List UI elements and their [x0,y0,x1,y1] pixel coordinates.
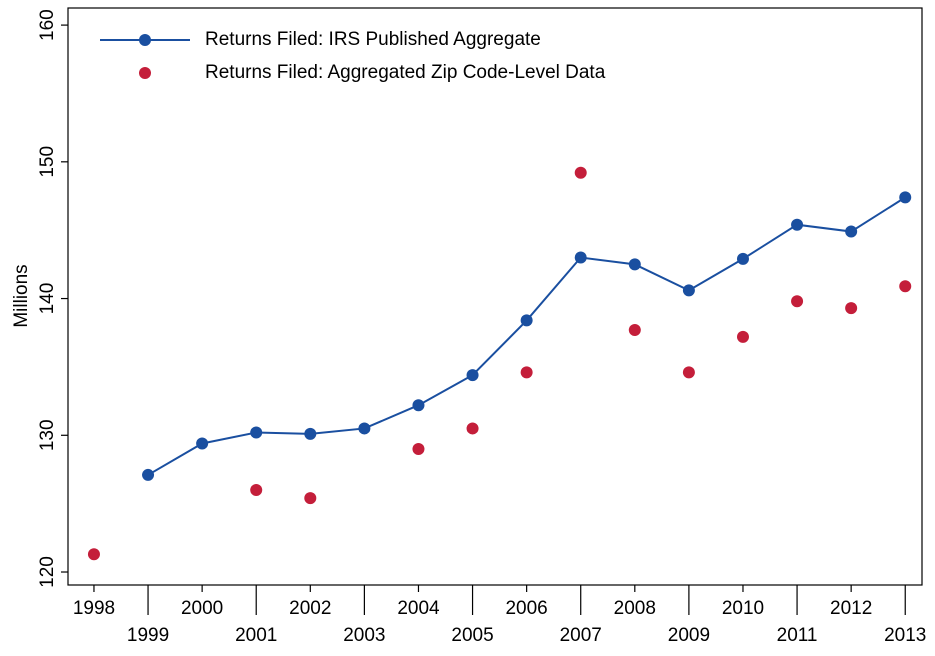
data-point [412,399,425,412]
x-tick-label: 1998 [73,598,115,619]
data-point [142,468,155,481]
data-point [574,166,587,179]
data-point [899,191,912,204]
x-tick-label: 2011 [777,625,818,646]
x-tick-label: 2006 [505,598,547,619]
x-tick-label: 2005 [451,625,493,646]
y-tick-label: 140 [37,283,58,315]
data-point [845,225,858,238]
data-point [250,483,263,496]
y-axis-title: Millions [11,264,32,327]
data-point [736,252,749,265]
legend-label: Returns Filed: IRS Published Aggregate [205,29,541,50]
y-tick-label: 130 [37,419,58,451]
data-point [736,330,749,343]
data-point [358,422,371,435]
data-point [791,218,804,231]
data-point [899,280,912,293]
data-point [304,492,317,505]
x-tick-label: 2003 [343,625,385,646]
y-tick-label: 160 [37,9,58,41]
legend-marker [139,34,151,46]
data-point [250,426,263,439]
x-tick-label: 2002 [289,598,331,619]
x-tick-label: 2001 [235,625,277,646]
x-tick-label: 2013 [884,625,926,646]
data-point [304,427,317,440]
data-point [791,295,804,308]
x-tick-label: 2000 [181,598,223,619]
legend-label: Returns Filed: Aggregated Zip Code-Level… [205,62,606,83]
data-point [682,366,695,379]
x-tick-label: 2007 [560,625,602,646]
x-tick-label: 2009 [668,625,710,646]
data-point [87,548,100,561]
x-tick-label: 2010 [722,598,764,619]
x-tick-label: 2008 [614,598,656,619]
data-point [520,366,533,379]
x-tick-label: 2012 [830,598,872,619]
data-point [845,302,858,315]
legend-marker [139,67,151,79]
y-tick-label: 150 [37,146,58,178]
data-point [466,369,479,382]
y-tick-label: 120 [37,556,58,588]
data-point [196,437,209,450]
x-tick-label: 1999 [127,625,169,646]
data-point [520,314,533,327]
data-point [574,251,587,264]
data-point [466,422,479,435]
data-point [628,258,641,271]
x-tick-label: 2004 [397,598,440,619]
data-point [628,323,641,336]
data-point [412,442,425,455]
plot-frame [67,7,923,586]
data-point [682,284,695,297]
